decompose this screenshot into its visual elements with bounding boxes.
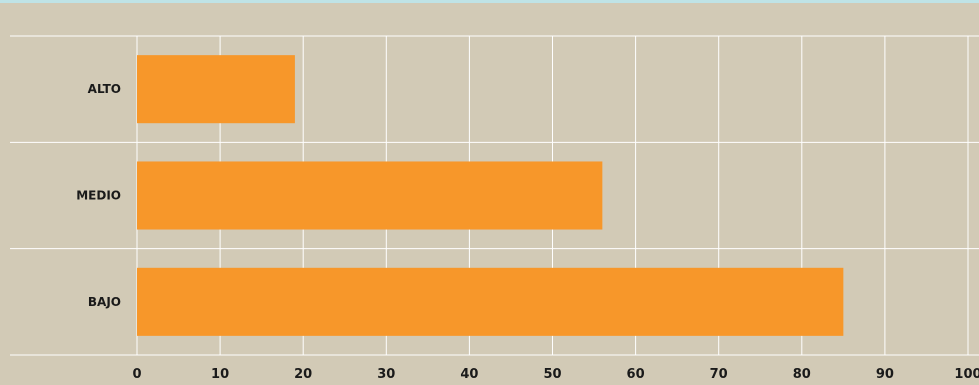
bar-alto [137, 55, 295, 124]
category-label: ALTO [88, 82, 121, 96]
x-tick-label: 20 [294, 367, 312, 382]
x-tick-label: 30 [377, 367, 395, 382]
bar-bajo [137, 267, 844, 336]
category-label: BAJO [88, 295, 121, 309]
x-tick-label: 70 [710, 367, 728, 382]
x-tick-label: 10 [211, 367, 229, 382]
x-tick-label: 50 [543, 367, 561, 382]
category-label: MEDIO [76, 189, 121, 203]
x-tick-label: 60 [627, 367, 645, 382]
x-tick-label: 80 [793, 367, 811, 382]
x-tick-label: 0 [132, 367, 141, 382]
bar-medio [137, 161, 603, 230]
x-tick-label: 90 [876, 367, 894, 382]
bar-layer [137, 55, 844, 336]
label-layer: 0 10 20 30 40 50 60 70 80 90 100 ALTO MEDIO BAJO [76, 82, 979, 382]
x-tick-label: 100 [954, 367, 979, 382]
x-tick-label: 40 [460, 367, 478, 382]
